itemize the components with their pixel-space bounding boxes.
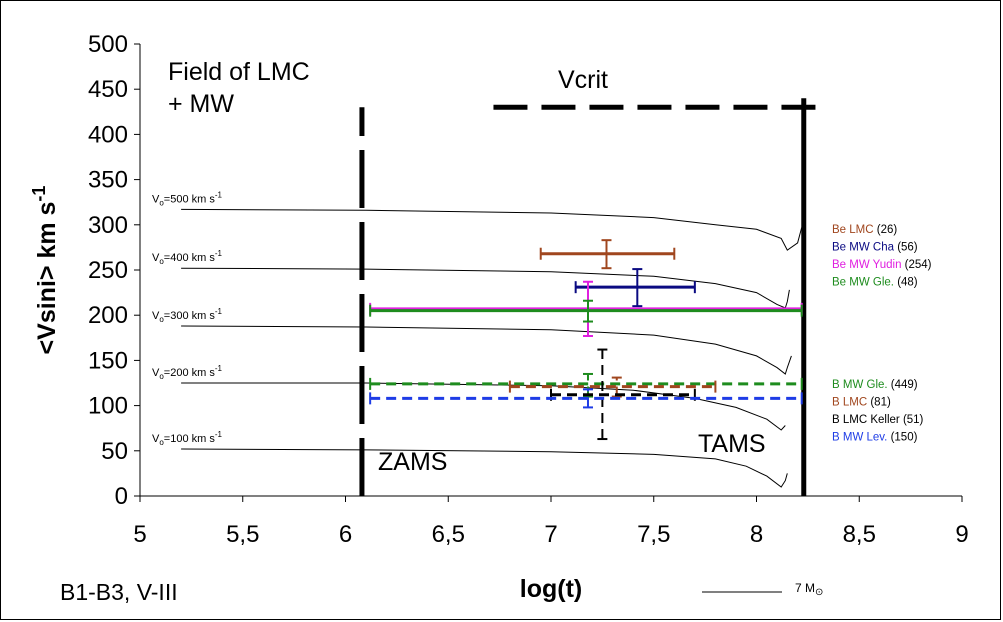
- x-tick-label: 7: [544, 521, 557, 548]
- y-tick-label: 200: [88, 302, 128, 329]
- series-be-mw-cha: [574, 268, 696, 308]
- y-axis-label-text: <Vsini> km s: [33, 202, 61, 355]
- series-b-mw-gle-: [369, 372, 803, 398]
- x-tick-label: 7,5: [637, 521, 670, 548]
- x-tick-label: 6,5: [432, 521, 465, 548]
- x-tick-label: 8: [750, 521, 763, 548]
- y-tick-label: 250: [88, 257, 128, 284]
- series-b-mw-lev-: [369, 388, 803, 409]
- y-tick-label: 100: [88, 393, 128, 420]
- track-label: Vo=400 km s-1: [152, 249, 223, 266]
- x-tick-label: 6: [339, 521, 352, 548]
- legend-entry: Be MW Cha (56): [832, 242, 918, 254]
- y-tick-label: 450: [88, 76, 128, 103]
- y-axis-label: <Vsini> km s-1: [29, 186, 61, 355]
- y-tick-label: 0: [115, 483, 128, 510]
- x-tick-label: 5: [133, 521, 146, 548]
- y-tick-label: 400: [88, 121, 128, 148]
- x-axis-label: log(t): [520, 575, 582, 603]
- legend-entry: B MW Gle. (449): [832, 379, 918, 391]
- y-tick-label: 350: [88, 167, 128, 194]
- chart-labels: Field of LMC + MW Vcrit ZAMS TAMS log(t)…: [60, 58, 766, 605]
- x-tick-label: 5,5: [226, 521, 259, 548]
- track-line: [181, 448, 788, 488]
- y-tick-label: 300: [88, 212, 128, 239]
- track-label: Vo=500 km s-1: [152, 190, 223, 207]
- series-be-lmc: [539, 239, 676, 270]
- legend-entry: B MW Lev. (150): [832, 432, 918, 444]
- legend: Be LMC (26) Be MW Cha (56) Be MW Yudin (25…: [832, 224, 932, 444]
- track-label: Vo=300 km s-1: [152, 307, 223, 324]
- mass-legend: 7 M⊙: [702, 581, 823, 598]
- legend-entry: Be LMC (26): [832, 224, 897, 236]
- y-tick-label: 500: [88, 31, 128, 58]
- y-tick-label: 150: [88, 347, 128, 374]
- legend-entry: B LMC Keller (51): [832, 414, 924, 426]
- track-line: [181, 325, 792, 375]
- x-tick-label: 8,5: [843, 521, 876, 548]
- vcrit-label: Vcrit: [558, 66, 608, 94]
- axes: 0 50 100 150 200 250 300 350 400 450 500 5 5,5 6 6,5 7 7…: [88, 31, 969, 548]
- track-label: Vo=100 km s-1: [152, 430, 223, 447]
- corner-title-line1: Field of LMC: [168, 58, 310, 86]
- tams-label: TAMS: [698, 430, 766, 458]
- data-series: [369, 239, 803, 441]
- track-label: Vo=200 km s-1: [152, 364, 223, 381]
- zams-label: ZAMS: [378, 448, 447, 476]
- legend-entry: Be MW Yudin (254): [832, 259, 932, 271]
- track-line: [181, 267, 790, 309]
- corner-title-line2: + MW: [168, 90, 234, 118]
- series-b-lmc-keller: [550, 348, 696, 441]
- track-line: [181, 208, 803, 251]
- evolution-tracks: Vo=500 km s-1 Vo=400 km s-1 Vo=300 km s-1 V…: [152, 190, 803, 488]
- legend-entry: Be MW Gle. (48): [832, 277, 918, 289]
- y-axis-label-exp: -1: [29, 186, 49, 202]
- svg-text:7 M⊙: 7 M⊙: [795, 581, 823, 598]
- y-tick-label: 50: [101, 438, 128, 465]
- series-be-mw-gle-: [369, 299, 803, 323]
- zams-tams-vcrit-lines: [359, 98, 825, 496]
- bottom-left-label: B1-B3, V-III: [60, 579, 178, 605]
- svg-text:<Vsini> km s-1: <Vsini> km s-1: [29, 186, 61, 355]
- mass-legend-text: 7 M: [795, 581, 815, 595]
- legend-entry: B LMC (81): [832, 397, 891, 409]
- sun-symbol-icon: ⊙: [815, 587, 823, 598]
- x-tick-label: 9: [955, 521, 968, 548]
